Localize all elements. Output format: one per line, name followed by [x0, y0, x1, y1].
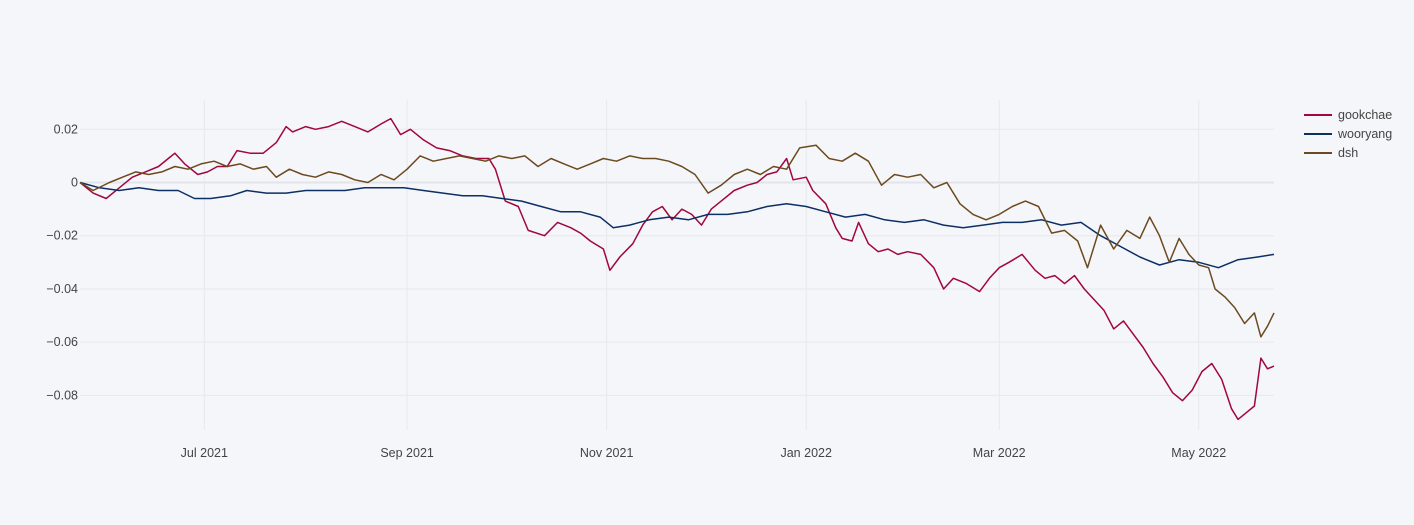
- legend-label: gookchae: [1338, 108, 1392, 122]
- legend-label: dsh: [1338, 146, 1358, 160]
- legend-item-gookchae[interactable]: gookchae: [1304, 108, 1392, 122]
- series-line-dsh: [79, 144, 1275, 338]
- series-line-wooryang: [79, 181, 1275, 269]
- y-tick-label: −0.06: [46, 335, 78, 349]
- x-tick-label: Nov 2021: [580, 446, 634, 460]
- x-axis: Jul 2021 Sep 2021 Nov 2021 Jan 2022 Mar 2022…: [181, 446, 1227, 460]
- x-tick-label: Mar 2022: [973, 446, 1026, 460]
- x-gridlines: [203, 100, 1200, 430]
- series-line-gookchae: [79, 117, 1275, 421]
- series-layer: [79, 117, 1275, 421]
- y-tick-label: −0.08: [46, 388, 78, 402]
- y-tick-label: −0.02: [46, 229, 78, 243]
- legend-label: wooryang: [1337, 127, 1392, 141]
- x-tick-label: May 2022: [1171, 446, 1226, 460]
- legend-item-dsh[interactable]: dsh: [1304, 146, 1358, 160]
- legend-item-wooryang[interactable]: wooryang: [1304, 127, 1392, 141]
- legend: gookchae wooryang dsh: [1304, 108, 1392, 160]
- y-gridlines: [80, 128, 1274, 396]
- y-tick-label: −0.04: [46, 282, 78, 296]
- y-tick-label: 0: [71, 176, 78, 190]
- x-tick-label: Sep 2021: [380, 446, 434, 460]
- x-tick-label: Jul 2021: [181, 446, 228, 460]
- y-axis: 0.02 0 −0.02 −0.04 −0.06 −0.08: [46, 122, 78, 402]
- x-tick-label: Jan 2022: [780, 446, 831, 460]
- y-tick-label: 0.02: [54, 122, 78, 136]
